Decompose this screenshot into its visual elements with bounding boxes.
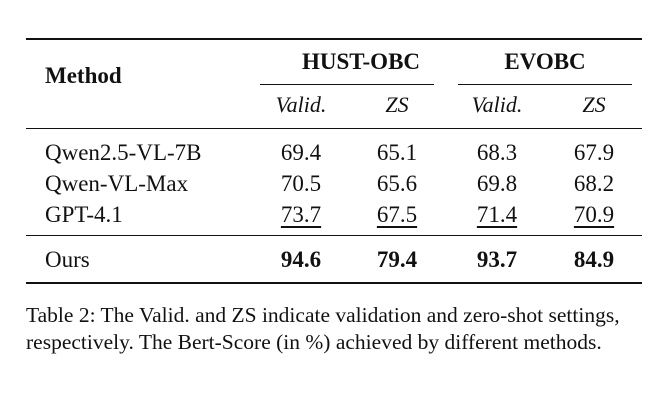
row-method-label: Qwen2.5-VL-7B [45,140,202,165]
table-cell: 68.3 [476,140,518,165]
subheader-hust-zs: ZS [385,92,409,117]
best-value: 84.9 [573,247,615,272]
table-cell: 70.9 [549,203,639,226]
top-rule [26,38,642,40]
bottom-rule [26,282,642,284]
table-cell: 70.5 [280,171,322,196]
group-header-evobc: EVOBC [504,49,586,74]
table-caption: Table 2: The Valid. and ZS indicate vali… [26,303,620,354]
table-cell: 65.1 [376,140,418,165]
hust-obc-group-rule [260,84,434,85]
row-method-label: GPT-4.1 [45,202,123,227]
table-cell: 69.4 [280,140,322,165]
method-header: Method [45,63,122,88]
table-cell: 68.2 [573,171,615,196]
best-value: 94.6 [280,247,322,272]
table-cell: 73.7 [256,203,346,226]
subheader-hust-valid: Valid. [275,92,327,117]
table-cell: 67.5 [352,203,442,226]
second-best-value: 70.9 [573,202,615,227]
best-value: 79.4 [376,247,418,272]
table-cell: 65.6 [376,171,418,196]
second-best-value: 73.7 [280,202,322,227]
second-best-value: 67.5 [376,202,418,227]
header-rule [26,128,642,129]
table-cell: 71.4 [452,203,542,226]
subheader-evobc-valid: Valid. [471,92,523,117]
table-cell: 69.8 [476,171,518,196]
row-method-label: Ours [45,247,90,272]
table-cell: 67.9 [573,140,615,165]
group-header-hust-obc: HUST-OBC [302,49,421,74]
best-value: 93.7 [476,247,518,272]
row-method-label: Qwen-VL-Max [45,171,189,196]
subheader-evobc-zs: ZS [582,92,606,117]
evobc-group-rule [458,84,632,85]
second-best-value: 71.4 [476,202,518,227]
ours-separator-rule [26,235,642,236]
